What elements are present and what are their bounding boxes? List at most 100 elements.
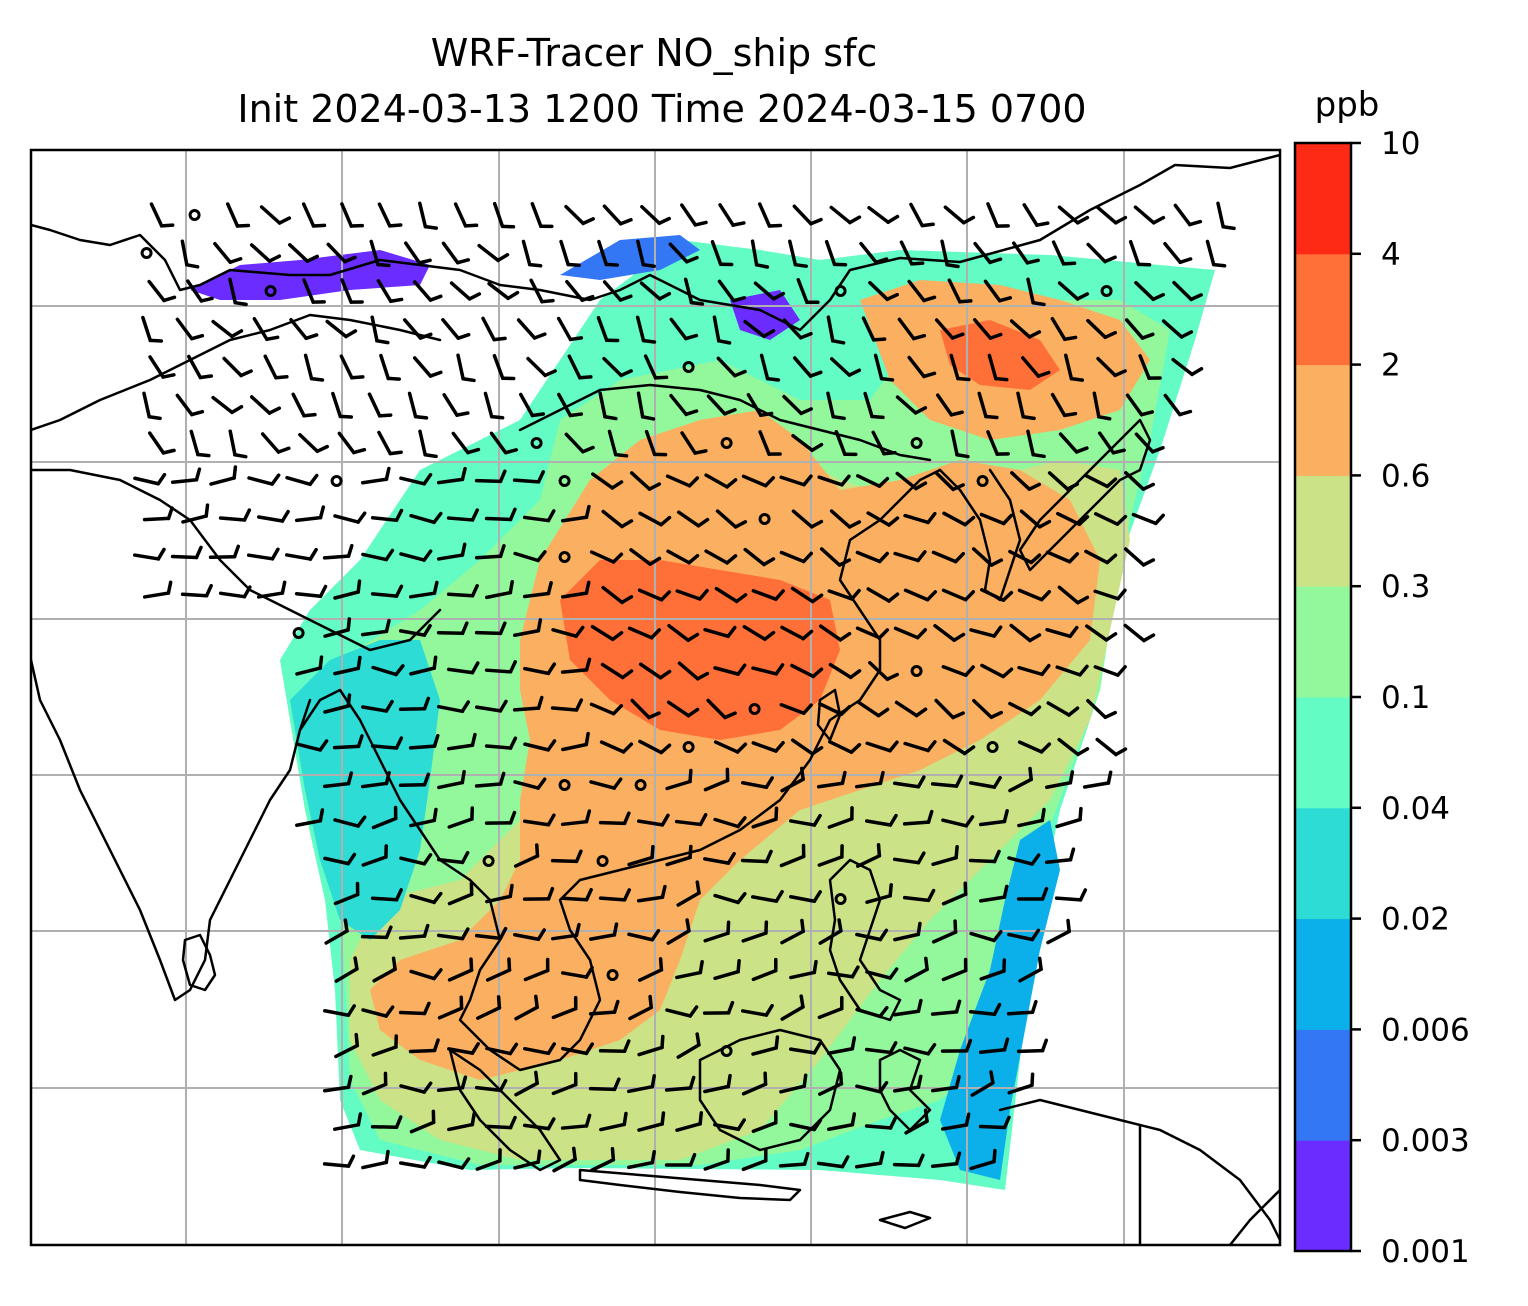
wind-barb <box>931 919 958 944</box>
wind-barb <box>607 429 629 458</box>
wind-barb <box>1055 664 1089 677</box>
wind-barb <box>1134 432 1165 454</box>
wind-barb-flag <box>954 844 959 860</box>
wind-barb-flag <box>736 958 741 974</box>
calm-wind-marker <box>720 1045 733 1057</box>
wind-barb-staff <box>979 512 1006 526</box>
wind-barb <box>1057 585 1090 605</box>
wind-barb <box>485 883 514 904</box>
wind-barb-staff <box>834 430 847 456</box>
wind-barb-flag <box>650 1150 656 1165</box>
wind-barb-staff <box>1082 781 1111 789</box>
wind-barb-flag <box>546 662 557 676</box>
calm-wind-marker <box>1100 285 1113 297</box>
wind-barb-flag <box>887 592 900 603</box>
wind-barb <box>513 928 546 942</box>
wind-barb-flag <box>461 376 476 383</box>
wind-barb-flag <box>204 584 213 598</box>
wind-barb <box>561 731 590 752</box>
wind-barb-flag <box>620 669 634 680</box>
wind-barb <box>561 965 594 979</box>
field-purple-north <box>730 290 800 340</box>
wind-barb-staff <box>180 239 189 267</box>
wind-barb <box>147 279 177 303</box>
colorbar-block-6 <box>1295 475 1351 587</box>
wind-barb <box>789 1118 823 1132</box>
wind-barb-flag <box>584 657 592 672</box>
wind-barb-flag <box>346 617 352 632</box>
wind-barb-flag <box>687 476 700 488</box>
colorbar-block-5 <box>1295 586 1351 698</box>
wind-barb-staff <box>669 393 688 417</box>
wind-barb-flag <box>546 886 555 901</box>
wind-barb-flag <box>611 704 624 716</box>
wind-barb-staff <box>399 856 426 866</box>
wind-barb <box>644 429 668 457</box>
wind-barb <box>856 700 890 718</box>
colorbar-block-3 <box>1295 807 1351 920</box>
wind-barb-staff <box>512 478 541 484</box>
wind-barb-staff <box>866 511 891 527</box>
wind-barb <box>589 702 624 716</box>
wind-barb-flag <box>384 548 395 562</box>
wind-barb <box>903 511 937 525</box>
wind-barb <box>408 733 440 750</box>
wind-barb-staff <box>627 932 655 942</box>
wind-barb-flag <box>546 813 556 827</box>
wind-barb-flag <box>161 448 176 455</box>
wind-barb-flag <box>498 469 507 484</box>
wind-barb <box>218 508 252 522</box>
wind-barb-staff <box>897 317 916 341</box>
wind-barb <box>484 1115 517 1130</box>
wind-barb-staff <box>514 1081 539 1097</box>
wind-barb-staff <box>675 1122 702 1132</box>
wind-barb <box>986 202 1010 228</box>
wind-barb-flag <box>460 850 470 865</box>
wind-barb <box>1007 928 1041 942</box>
wind-barb-flag <box>309 376 325 382</box>
wind-barb-flag <box>375 339 390 345</box>
wind-barb-flag <box>432 511 443 525</box>
wind-barb-flag <box>432 891 443 905</box>
coast-india <box>31 658 312 1002</box>
wind-barb <box>1134 280 1165 302</box>
wind-barb-flag <box>698 588 709 601</box>
wind-barb <box>934 318 965 340</box>
wind-barb-flag <box>698 959 704 975</box>
wind-barb-staff <box>637 968 664 982</box>
wind-barb-staff <box>828 662 853 680</box>
wind-barb <box>909 202 935 228</box>
wind-barb <box>788 1041 822 1055</box>
calm-wind-marker <box>188 209 201 221</box>
wind-barb-staff <box>294 591 323 599</box>
wind-barb-staff <box>819 547 842 567</box>
wind-barb-flag <box>270 473 281 486</box>
wind-barb <box>186 279 214 303</box>
wind-barb-flag <box>684 409 699 417</box>
wind-barb <box>370 315 390 345</box>
wind-barb <box>796 278 820 304</box>
wind-barb-flag <box>723 711 737 720</box>
wind-barb-flag <box>384 925 393 940</box>
wind-barb-staff <box>789 895 817 903</box>
wind-barb-flag <box>850 1036 857 1051</box>
wind-barb-staff <box>665 779 692 791</box>
wind-barb-staff <box>522 1123 551 1131</box>
wind-barb-staff <box>940 1123 969 1131</box>
wind-barb-flag <box>916 851 926 865</box>
wind-barb-staff <box>142 591 171 599</box>
wind-barb-flag <box>650 928 661 942</box>
wind-barb-flag <box>650 844 655 860</box>
wind-barb <box>716 356 747 378</box>
wind-barb-flag <box>949 410 964 417</box>
wind-barb-flag <box>455 411 470 417</box>
wind-barb <box>560 809 592 827</box>
wind-barb-flag <box>318 739 329 752</box>
wind-barb <box>377 202 403 228</box>
wind-barb-staff <box>637 588 664 602</box>
wind-barb-flag <box>572 1146 577 1162</box>
wind-barb-staff <box>589 702 616 716</box>
wind-barb-staff <box>398 782 427 788</box>
wind-barb-staff <box>743 547 766 567</box>
